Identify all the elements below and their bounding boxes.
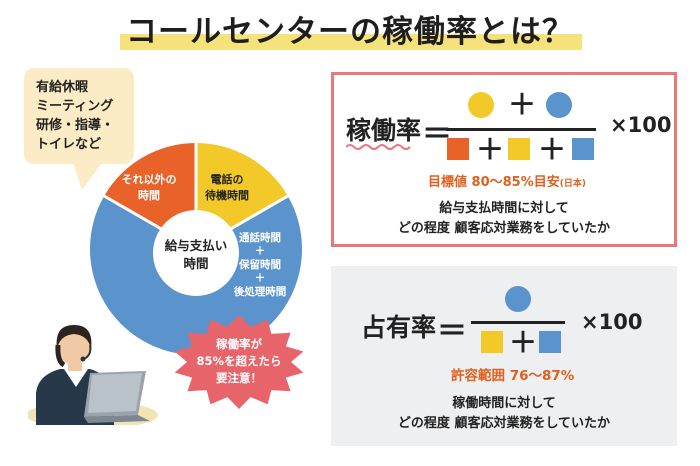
starburst-shape [174,315,304,409]
plus-sign: ＋ [508,88,537,121]
donut-hole [153,210,239,296]
center-label: 時間 [183,256,208,271]
plus-sign: ＋ [476,133,505,166]
wavy-underline [346,144,411,150]
speech-bubble: 有給休暇 ミーティング 研修・指導・ トイレなど [24,68,134,164]
yellow-square-icon [508,138,530,160]
segment-label: 時間 [138,188,160,202]
title-area: コールセンターの稼働率とは？ [0,6,700,51]
target-value: 目標値 80〜85%目安(日本) [428,175,586,190]
plus-sign: ＋ [509,326,538,359]
blue-circle-icon [505,286,531,312]
time-breakdown-donut: 給与支払い 時間 それ以外の 時間 電話の 待機時間 通話時間 ＋ 保留時間 ＋… [90,143,302,355]
operator-illustration [28,325,158,425]
segment-label: 通話時間 [239,231,281,244]
page-title: コールセンターの稼働率とは？ [126,14,574,50]
target-value-note: (日本) [559,179,586,189]
fraction-bar [471,321,565,324]
blue-square-icon [539,331,561,353]
yellow-circle-icon [468,92,494,118]
bubble-line: 研修・指導・ [36,118,115,133]
segment-label: 保留時間 [238,258,281,271]
alert-line: 要注意！ [216,371,262,385]
occupancy-formula-box: 占有率 ＝ ＋ ×100 許容範囲 76〜87% 稼働時間に対して どの程度 顧… [331,266,677,446]
center-label: 給与支払い [165,238,228,253]
description-line: どの程度 顧客応対業務をしていたか [397,416,611,431]
bubble-line: 有給休暇 [36,80,89,95]
blue-circle-icon [546,92,572,118]
description-line: 給与支払時間に対して [439,201,569,216]
segment-label: 電話の [211,172,244,186]
tolerance-range: 許容範囲 76〜87% [451,368,575,384]
utilization-formula-box: 稼働率 ＝ ＋ ＋ ＋ ×100 目標値 80〜85%目安(日本) 給与支払時間… [331,72,677,247]
orange-square-icon [447,138,469,160]
title-highlight [120,34,582,50]
segment-label: ＋ [255,245,266,257]
utilization-label: 稼働率 [346,116,422,145]
multiplier: ×100 [581,310,643,334]
fraction-bar [446,128,596,131]
equals-sign: ＝ [437,314,467,349]
occupancy-label: 占有率 [361,313,437,342]
warning-starburst: 稼働率が 85%を超えたら 要注意！ [174,315,304,409]
segment-label: それ以外の [122,172,177,186]
multiplier: ×100 [610,113,672,137]
segment-label: 待機時間 [204,188,249,202]
yellow-square-icon [481,331,503,353]
plus-sign: ＋ [538,133,567,166]
bubble-line: トイレなど [36,137,102,152]
description-line: どの程度 顧客応対業務をしていたか [397,221,611,236]
blue-square-icon [572,138,594,160]
alert-line: 稼働率が [216,337,262,351]
bubble-tail [72,160,104,190]
segment-label: 後処理時間 [233,285,287,298]
description-line: 稼働時間に対して [452,396,556,411]
alert-line: 85%を超えたら [196,354,281,368]
bubble-line: ミーティング [36,99,114,114]
segment-label: ＋ [255,272,266,284]
